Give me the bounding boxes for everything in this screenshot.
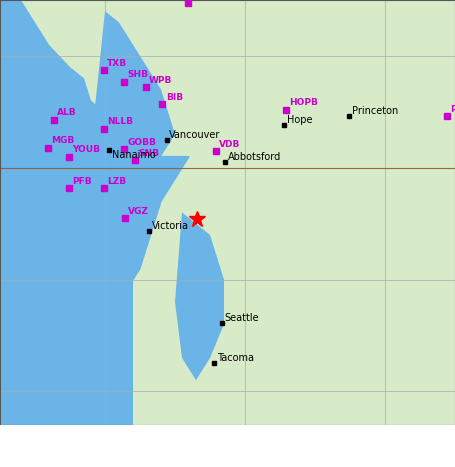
Text: VGZ: VGZ xyxy=(128,207,149,216)
Text: Hope: Hope xyxy=(287,115,313,125)
Text: Tacoma: Tacoma xyxy=(217,354,254,363)
Text: WSLB: WSLB xyxy=(191,0,220,1)
Polygon shape xyxy=(0,156,189,425)
Text: 0: 0 xyxy=(7,450,13,459)
Text: Nanaimo: Nanaimo xyxy=(112,150,156,160)
Text: HOPB: HOPB xyxy=(289,99,318,107)
Text: Abbotsford: Abbotsford xyxy=(228,152,282,162)
Text: 200: 200 xyxy=(202,450,218,459)
Text: GOBB: GOBB xyxy=(127,137,156,147)
Text: BIB: BIB xyxy=(166,93,183,102)
Text: WPB: WPB xyxy=(149,76,172,85)
Text: km: km xyxy=(214,437,227,446)
Text: NLLB: NLLB xyxy=(107,117,133,127)
Text: Vancouver: Vancouver xyxy=(169,130,221,140)
Text: Seattle: Seattle xyxy=(225,313,259,323)
Polygon shape xyxy=(91,11,175,201)
Text: LZB: LZB xyxy=(107,177,126,186)
Text: PFB: PFB xyxy=(72,177,92,186)
FancyBboxPatch shape xyxy=(0,0,455,425)
Bar xyxy=(10,437,60,447)
Text: Victoria: Victoria xyxy=(152,221,189,232)
Text: YOUB: YOUB xyxy=(72,145,100,154)
Text: PNT: PNT xyxy=(450,105,455,114)
Bar xyxy=(60,437,110,447)
Bar xyxy=(160,437,210,447)
Polygon shape xyxy=(0,0,133,425)
Text: EarthquakesCanada: EarthquakesCanada xyxy=(320,428,410,437)
Text: TXB: TXB xyxy=(107,59,127,68)
Text: Princeton: Princeton xyxy=(352,106,398,116)
Text: SeismesCanada: SeismesCanada xyxy=(320,440,392,449)
Text: VDB: VDB xyxy=(219,140,241,149)
Polygon shape xyxy=(175,212,224,380)
Text: SHB: SHB xyxy=(127,71,148,79)
Bar xyxy=(110,437,160,447)
Text: SNB: SNB xyxy=(139,149,160,158)
Text: ALB: ALB xyxy=(57,108,77,117)
Text: MGB: MGB xyxy=(51,136,74,145)
Text: 100: 100 xyxy=(101,450,119,459)
